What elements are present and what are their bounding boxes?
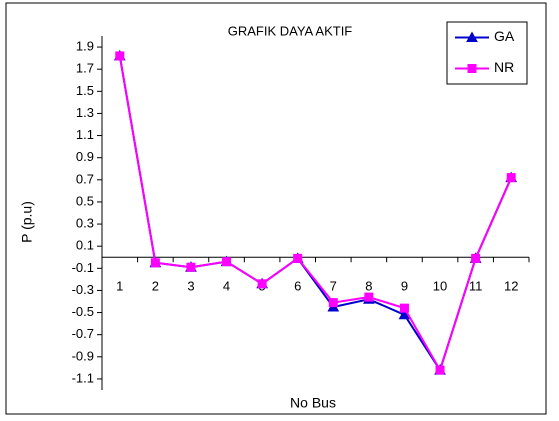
data-point [293,253,303,263]
legend-label: NR [494,59,514,75]
y-tick-label: 1.9 [76,39,94,54]
y-tick-label: 0.9 [76,149,94,164]
data-point [328,298,338,308]
y-tick-label: -0.1 [72,260,94,275]
chart-title: GRAFIK DAYA AKTIF [228,23,353,38]
series-line [118,55,513,373]
data-point [364,292,374,302]
y-tick-label: 0.5 [76,193,94,208]
x-tick-label: 6 [294,278,301,293]
x-tick-label: 4 [223,278,230,293]
y-tick-label: 0.7 [76,171,94,186]
y-tick-label: 1.3 [76,105,94,120]
legend-box [446,21,528,85]
data-point [150,258,160,268]
x-tick-label: 1 [116,278,123,293]
y-tick-label: 1.1 [76,127,94,142]
x-tick-label: 9 [401,278,408,293]
x-tick-label: 12 [504,278,518,293]
legend-marker [467,64,477,73]
legend-marker [466,31,478,42]
y-tick-label: -1.1 [72,370,94,385]
y-tick-label: -0.5 [72,304,94,319]
x-tick-label: 2 [152,278,159,293]
y-tick-label: 1.7 [76,61,94,76]
x-tick-label: 11 [469,278,483,293]
y-tick-label: 0.1 [76,238,94,253]
y-tick-label: -0.9 [72,348,94,363]
y-tick-label: -0.3 [72,282,94,297]
x-tick-label: 10 [433,278,447,293]
data-point [435,365,445,375]
y-tick-label: -0.7 [72,326,94,341]
x-tick-label: 3 [187,278,194,293]
data-point [222,257,232,267]
data-point [399,303,409,313]
x-axis-label: No Bus [290,395,336,411]
data-point [257,279,267,289]
x-tick-label: 7 [330,278,337,293]
y-axis-label: P (p.u) [19,201,35,243]
y-tick-label: 1.5 [76,83,94,98]
data-point [115,51,125,61]
x-tick-label: 8 [365,278,372,293]
y-tick-label: 0.3 [76,216,94,231]
data-point [186,262,196,272]
data-point [471,253,481,263]
legend-label: GA [494,28,515,44]
data-point [506,173,516,183]
